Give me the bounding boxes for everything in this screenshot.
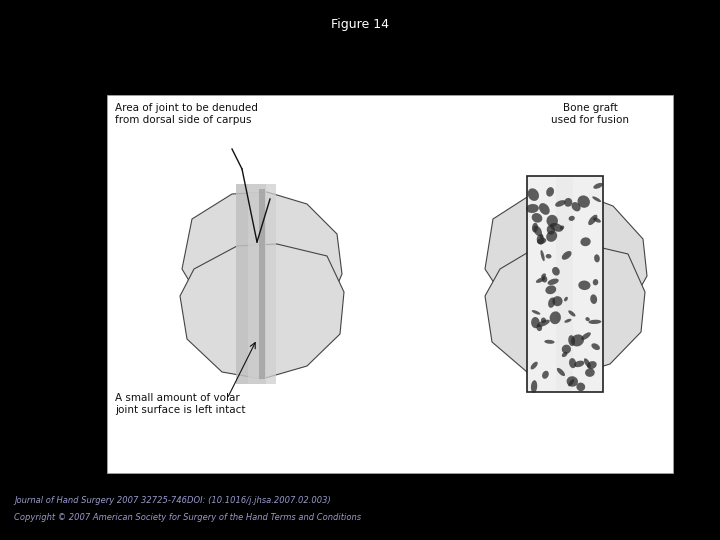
- Ellipse shape: [537, 320, 550, 327]
- Ellipse shape: [587, 361, 597, 369]
- Ellipse shape: [532, 310, 541, 315]
- Ellipse shape: [578, 281, 590, 290]
- Ellipse shape: [593, 197, 601, 202]
- Ellipse shape: [567, 376, 578, 387]
- Text: Copyright © 2007 American Society for Surgery of the Hand Terms and Conditions: Copyright © 2007 American Society for Su…: [14, 513, 361, 522]
- Ellipse shape: [577, 195, 590, 208]
- Bar: [107, 95, 673, 473]
- Ellipse shape: [540, 234, 544, 239]
- Ellipse shape: [581, 332, 591, 340]
- Ellipse shape: [574, 361, 585, 367]
- Ellipse shape: [593, 183, 603, 189]
- Ellipse shape: [562, 352, 567, 357]
- Ellipse shape: [541, 250, 545, 261]
- Ellipse shape: [564, 198, 572, 207]
- Ellipse shape: [549, 312, 561, 324]
- Ellipse shape: [536, 277, 545, 283]
- Ellipse shape: [546, 231, 557, 242]
- Polygon shape: [485, 191, 647, 322]
- Ellipse shape: [591, 343, 600, 350]
- Ellipse shape: [585, 317, 590, 321]
- Ellipse shape: [532, 222, 538, 232]
- Polygon shape: [182, 192, 342, 324]
- Ellipse shape: [531, 213, 542, 222]
- Ellipse shape: [528, 188, 539, 201]
- Ellipse shape: [577, 382, 585, 391]
- Ellipse shape: [546, 187, 554, 197]
- Ellipse shape: [545, 285, 557, 294]
- Ellipse shape: [537, 238, 546, 244]
- Text: Journal of Hand Surgery 2007 32725-746DOI: (10.1016/j.jhsa.2007.02.003): Journal of Hand Surgery 2007 32725-746DO…: [14, 496, 330, 505]
- Ellipse shape: [562, 345, 571, 354]
- Ellipse shape: [541, 273, 546, 278]
- Ellipse shape: [572, 202, 580, 211]
- Ellipse shape: [552, 267, 559, 275]
- Ellipse shape: [531, 380, 537, 393]
- Ellipse shape: [564, 319, 572, 323]
- Ellipse shape: [584, 358, 591, 368]
- Ellipse shape: [552, 296, 562, 306]
- Ellipse shape: [593, 279, 598, 285]
- Ellipse shape: [585, 368, 595, 377]
- Ellipse shape: [531, 362, 538, 369]
- Text: A small amount of volar
joint surface is left intact: A small amount of volar joint surface is…: [115, 393, 246, 415]
- Ellipse shape: [547, 279, 559, 285]
- Ellipse shape: [593, 218, 601, 222]
- Ellipse shape: [544, 340, 554, 344]
- Ellipse shape: [546, 225, 555, 235]
- Ellipse shape: [555, 200, 566, 207]
- Ellipse shape: [588, 215, 598, 225]
- Ellipse shape: [548, 298, 555, 308]
- Ellipse shape: [542, 371, 549, 379]
- Ellipse shape: [590, 294, 597, 304]
- Ellipse shape: [580, 238, 590, 246]
- Ellipse shape: [569, 216, 575, 221]
- Polygon shape: [180, 244, 344, 379]
- Ellipse shape: [568, 310, 575, 316]
- Ellipse shape: [569, 358, 576, 368]
- Bar: [259, 189, 265, 379]
- Ellipse shape: [550, 223, 563, 232]
- Ellipse shape: [542, 276, 547, 282]
- Text: Area of joint to be denuded
from dorsal side of carpus: Area of joint to be denuded from dorsal …: [115, 103, 258, 125]
- Bar: [236, 184, 266, 384]
- Ellipse shape: [536, 235, 544, 245]
- Ellipse shape: [568, 379, 575, 387]
- Ellipse shape: [594, 254, 600, 262]
- Ellipse shape: [571, 334, 584, 347]
- Ellipse shape: [562, 251, 572, 260]
- Ellipse shape: [546, 215, 558, 227]
- Ellipse shape: [534, 226, 542, 236]
- Ellipse shape: [541, 318, 546, 323]
- Bar: [556, 178, 572, 390]
- Bar: [248, 184, 276, 384]
- Ellipse shape: [526, 204, 539, 213]
- Ellipse shape: [588, 320, 601, 324]
- Bar: [527, 176, 603, 392]
- Ellipse shape: [568, 335, 575, 346]
- Ellipse shape: [557, 368, 565, 376]
- Ellipse shape: [536, 325, 542, 331]
- Ellipse shape: [539, 203, 549, 215]
- Text: Bone graft
used for fusion: Bone graft used for fusion: [551, 103, 629, 125]
- Ellipse shape: [564, 297, 568, 301]
- Ellipse shape: [559, 226, 564, 230]
- Ellipse shape: [531, 317, 540, 328]
- Ellipse shape: [546, 254, 552, 259]
- Polygon shape: [485, 242, 645, 377]
- Text: Figure 14: Figure 14: [331, 18, 389, 31]
